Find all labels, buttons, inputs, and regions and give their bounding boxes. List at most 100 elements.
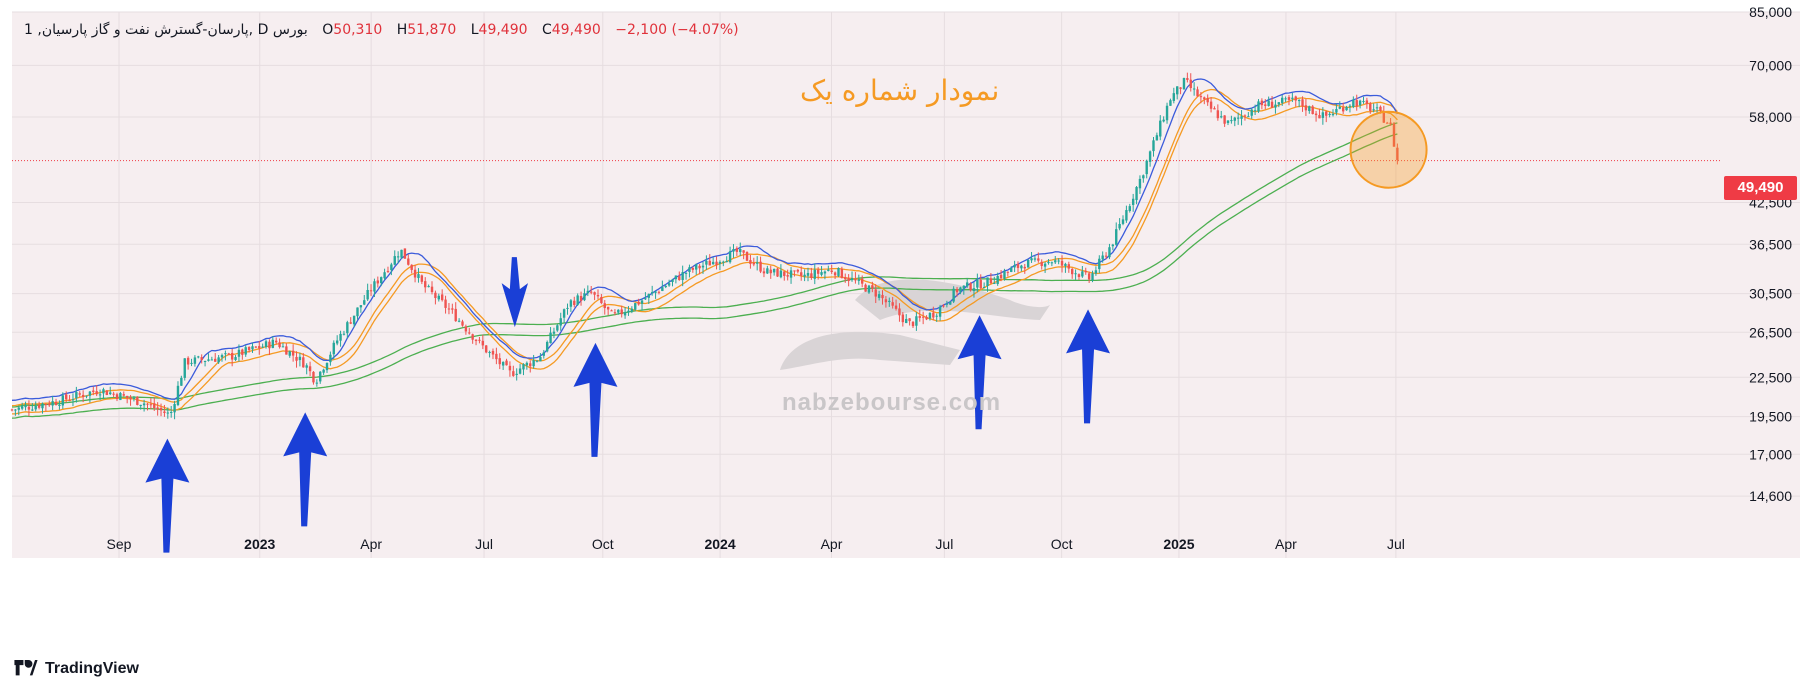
candle-body	[474, 339, 478, 342]
candle-body	[576, 295, 579, 305]
candle-body	[1220, 116, 1223, 118]
candle-body	[1094, 270, 1098, 274]
candle-body	[1250, 109, 1253, 116]
candle-body	[1243, 115, 1247, 117]
candle-body	[905, 318, 908, 324]
candle-body	[928, 312, 932, 319]
candle-body	[122, 394, 125, 396]
candle-body	[27, 406, 31, 410]
candle-body	[430, 286, 434, 293]
candle-body	[864, 284, 867, 292]
candle-body	[14, 409, 17, 411]
candle-body	[58, 404, 61, 406]
time-axis[interactable]: Sep 2023 Apr Jul Oct 2024 Apr Jul Oct 2025 Apr Jul	[107, 536, 1405, 552]
candle-body	[491, 350, 495, 355]
candle-body	[48, 403, 51, 406]
candle-body	[1338, 106, 1341, 109]
candle-body	[745, 251, 749, 261]
candle-body	[342, 333, 346, 335]
candle-body	[464, 326, 468, 332]
candle-body	[579, 295, 583, 301]
legend-interval: 1 ,	[24, 22, 42, 38]
x-tick-label: Apr	[1275, 536, 1297, 552]
candle-body	[298, 356, 302, 361]
candle-body	[125, 395, 129, 399]
candle-body	[102, 389, 105, 394]
candle-body	[955, 288, 959, 293]
candle-body	[830, 270, 833, 272]
candle-body	[525, 362, 529, 366]
candle-body	[407, 258, 410, 265]
x-tick-label: Apr	[821, 536, 843, 552]
orange-ma	[11, 97, 1398, 415]
candle-body	[993, 283, 996, 285]
candle-body	[606, 306, 610, 310]
candle-body	[535, 360, 539, 362]
candle-body	[1128, 206, 1131, 212]
candle-body	[359, 305, 363, 308]
candle-body	[207, 359, 210, 361]
candle-body	[44, 403, 48, 405]
candle-body	[153, 403, 156, 409]
candle-body	[485, 345, 488, 353]
candle-body	[776, 268, 779, 277]
candle-body	[1287, 97, 1291, 100]
candle-body	[261, 346, 264, 348]
candle-body	[1125, 210, 1128, 221]
candle-body	[552, 331, 556, 334]
candle-body	[237, 349, 241, 357]
price-axis[interactable]: 85,00070,00058,00042,50036,50030,50026,5…	[1749, 4, 1792, 504]
candle-body	[1253, 110, 1257, 112]
candle-body	[278, 342, 281, 348]
candle-body	[1314, 113, 1318, 116]
candle-body	[1358, 100, 1362, 106]
candle-body	[573, 300, 576, 306]
candle-body	[898, 308, 901, 316]
candle-body	[413, 269, 417, 278]
candle-body	[1301, 99, 1304, 107]
candle-body	[833, 272, 837, 276]
candle-body	[627, 310, 630, 313]
candle-body	[335, 340, 339, 344]
candle-body	[1331, 113, 1335, 116]
candle-body	[949, 301, 952, 305]
candle-body	[363, 300, 366, 305]
candle-body	[739, 249, 742, 253]
y-tick-label: 19,500	[1749, 409, 1792, 425]
candle-body	[562, 309, 566, 318]
candle-body	[247, 347, 251, 350]
candle-body	[1389, 122, 1392, 125]
candle-body	[1176, 86, 1179, 95]
candle-body	[410, 264, 413, 270]
candle-body	[1162, 119, 1165, 122]
candle-body	[583, 293, 586, 301]
blue-ma	[11, 78, 1398, 401]
candle-body	[295, 356, 298, 361]
candle-body	[200, 357, 203, 360]
candle-body	[417, 274, 420, 279]
candle-body	[823, 271, 827, 274]
candle-body	[986, 277, 989, 286]
candle-body	[1264, 104, 1267, 106]
candle-body	[867, 285, 871, 293]
candle-body	[1074, 273, 1077, 275]
candle-body	[109, 392, 112, 395]
candle-body	[457, 320, 461, 322]
tradingview-brand[interactable]: TradingView	[12, 660, 139, 678]
candle-body	[214, 358, 217, 362]
candle-body	[976, 279, 979, 288]
tradingview-logo-icon	[14, 660, 38, 676]
candle-body	[1257, 101, 1260, 112]
candle-body	[559, 318, 562, 326]
candle-body	[989, 278, 993, 284]
candle-body	[871, 285, 874, 289]
candle-body	[789, 270, 793, 278]
candle-body	[698, 265, 701, 269]
candle-body	[1091, 273, 1094, 281]
watermark-text: nabzebourse.com	[782, 389, 1002, 416]
candle-body	[857, 279, 861, 281]
legend-open-label: O	[322, 22, 334, 38]
candle-body	[803, 274, 806, 277]
candle-body	[1267, 100, 1270, 106]
